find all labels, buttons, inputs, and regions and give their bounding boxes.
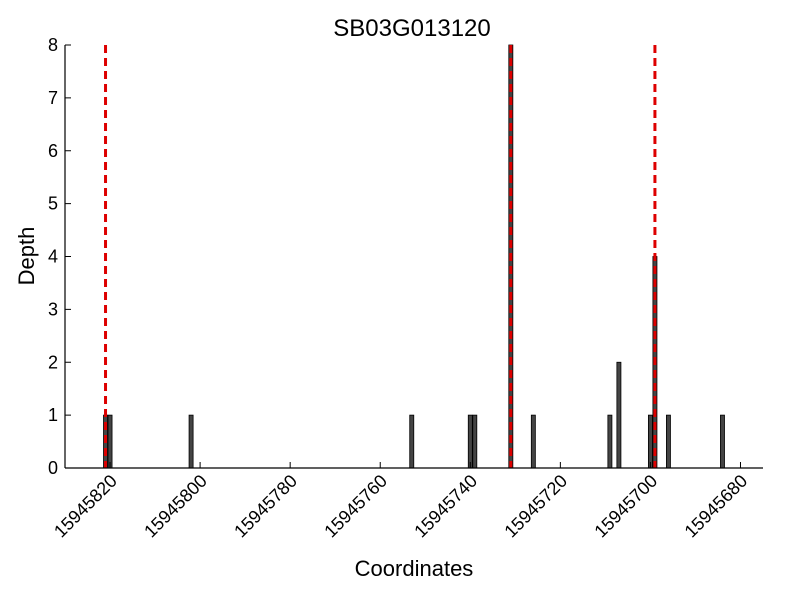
bars-layer bbox=[103, 44, 725, 469]
bar bbox=[107, 414, 113, 469]
x-tick-label: 15945800 bbox=[140, 471, 211, 542]
x-tick-label: 15945700 bbox=[590, 471, 661, 542]
bar bbox=[720, 414, 725, 469]
y-tick-label: 3 bbox=[48, 299, 58, 319]
x-tick-label: 15945740 bbox=[410, 471, 481, 542]
x-axis-label: Coordinates bbox=[355, 556, 474, 581]
bar bbox=[409, 414, 415, 469]
y-tick-label: 4 bbox=[48, 247, 58, 267]
y-tick-label: 1 bbox=[48, 405, 58, 425]
bar bbox=[666, 414, 671, 469]
bar bbox=[188, 414, 194, 469]
bar bbox=[472, 414, 478, 469]
x-tick-label: 15945780 bbox=[230, 471, 301, 542]
y-tick-label: 2 bbox=[48, 352, 58, 372]
bar bbox=[530, 414, 536, 469]
bar bbox=[467, 414, 473, 469]
bar bbox=[647, 414, 653, 469]
marker-lines-layer bbox=[104, 45, 657, 468]
y-tick-label: 8 bbox=[48, 35, 58, 55]
x-tick-label: 15945820 bbox=[50, 471, 121, 542]
bar bbox=[616, 361, 622, 469]
y-axis-label: Depth bbox=[14, 227, 39, 286]
y-tick-label: 0 bbox=[48, 458, 58, 478]
bar bbox=[607, 414, 613, 469]
y-tick-label: 5 bbox=[48, 194, 58, 214]
x-tick-label: 15945760 bbox=[320, 471, 391, 542]
y-tick-label: 7 bbox=[48, 88, 58, 108]
x-tick-label: 15945720 bbox=[500, 471, 571, 542]
x-tick-label: 15945680 bbox=[681, 471, 752, 542]
y-tick-label: 6 bbox=[48, 141, 58, 161]
chart-title: SB03G013120 bbox=[333, 15, 490, 42]
